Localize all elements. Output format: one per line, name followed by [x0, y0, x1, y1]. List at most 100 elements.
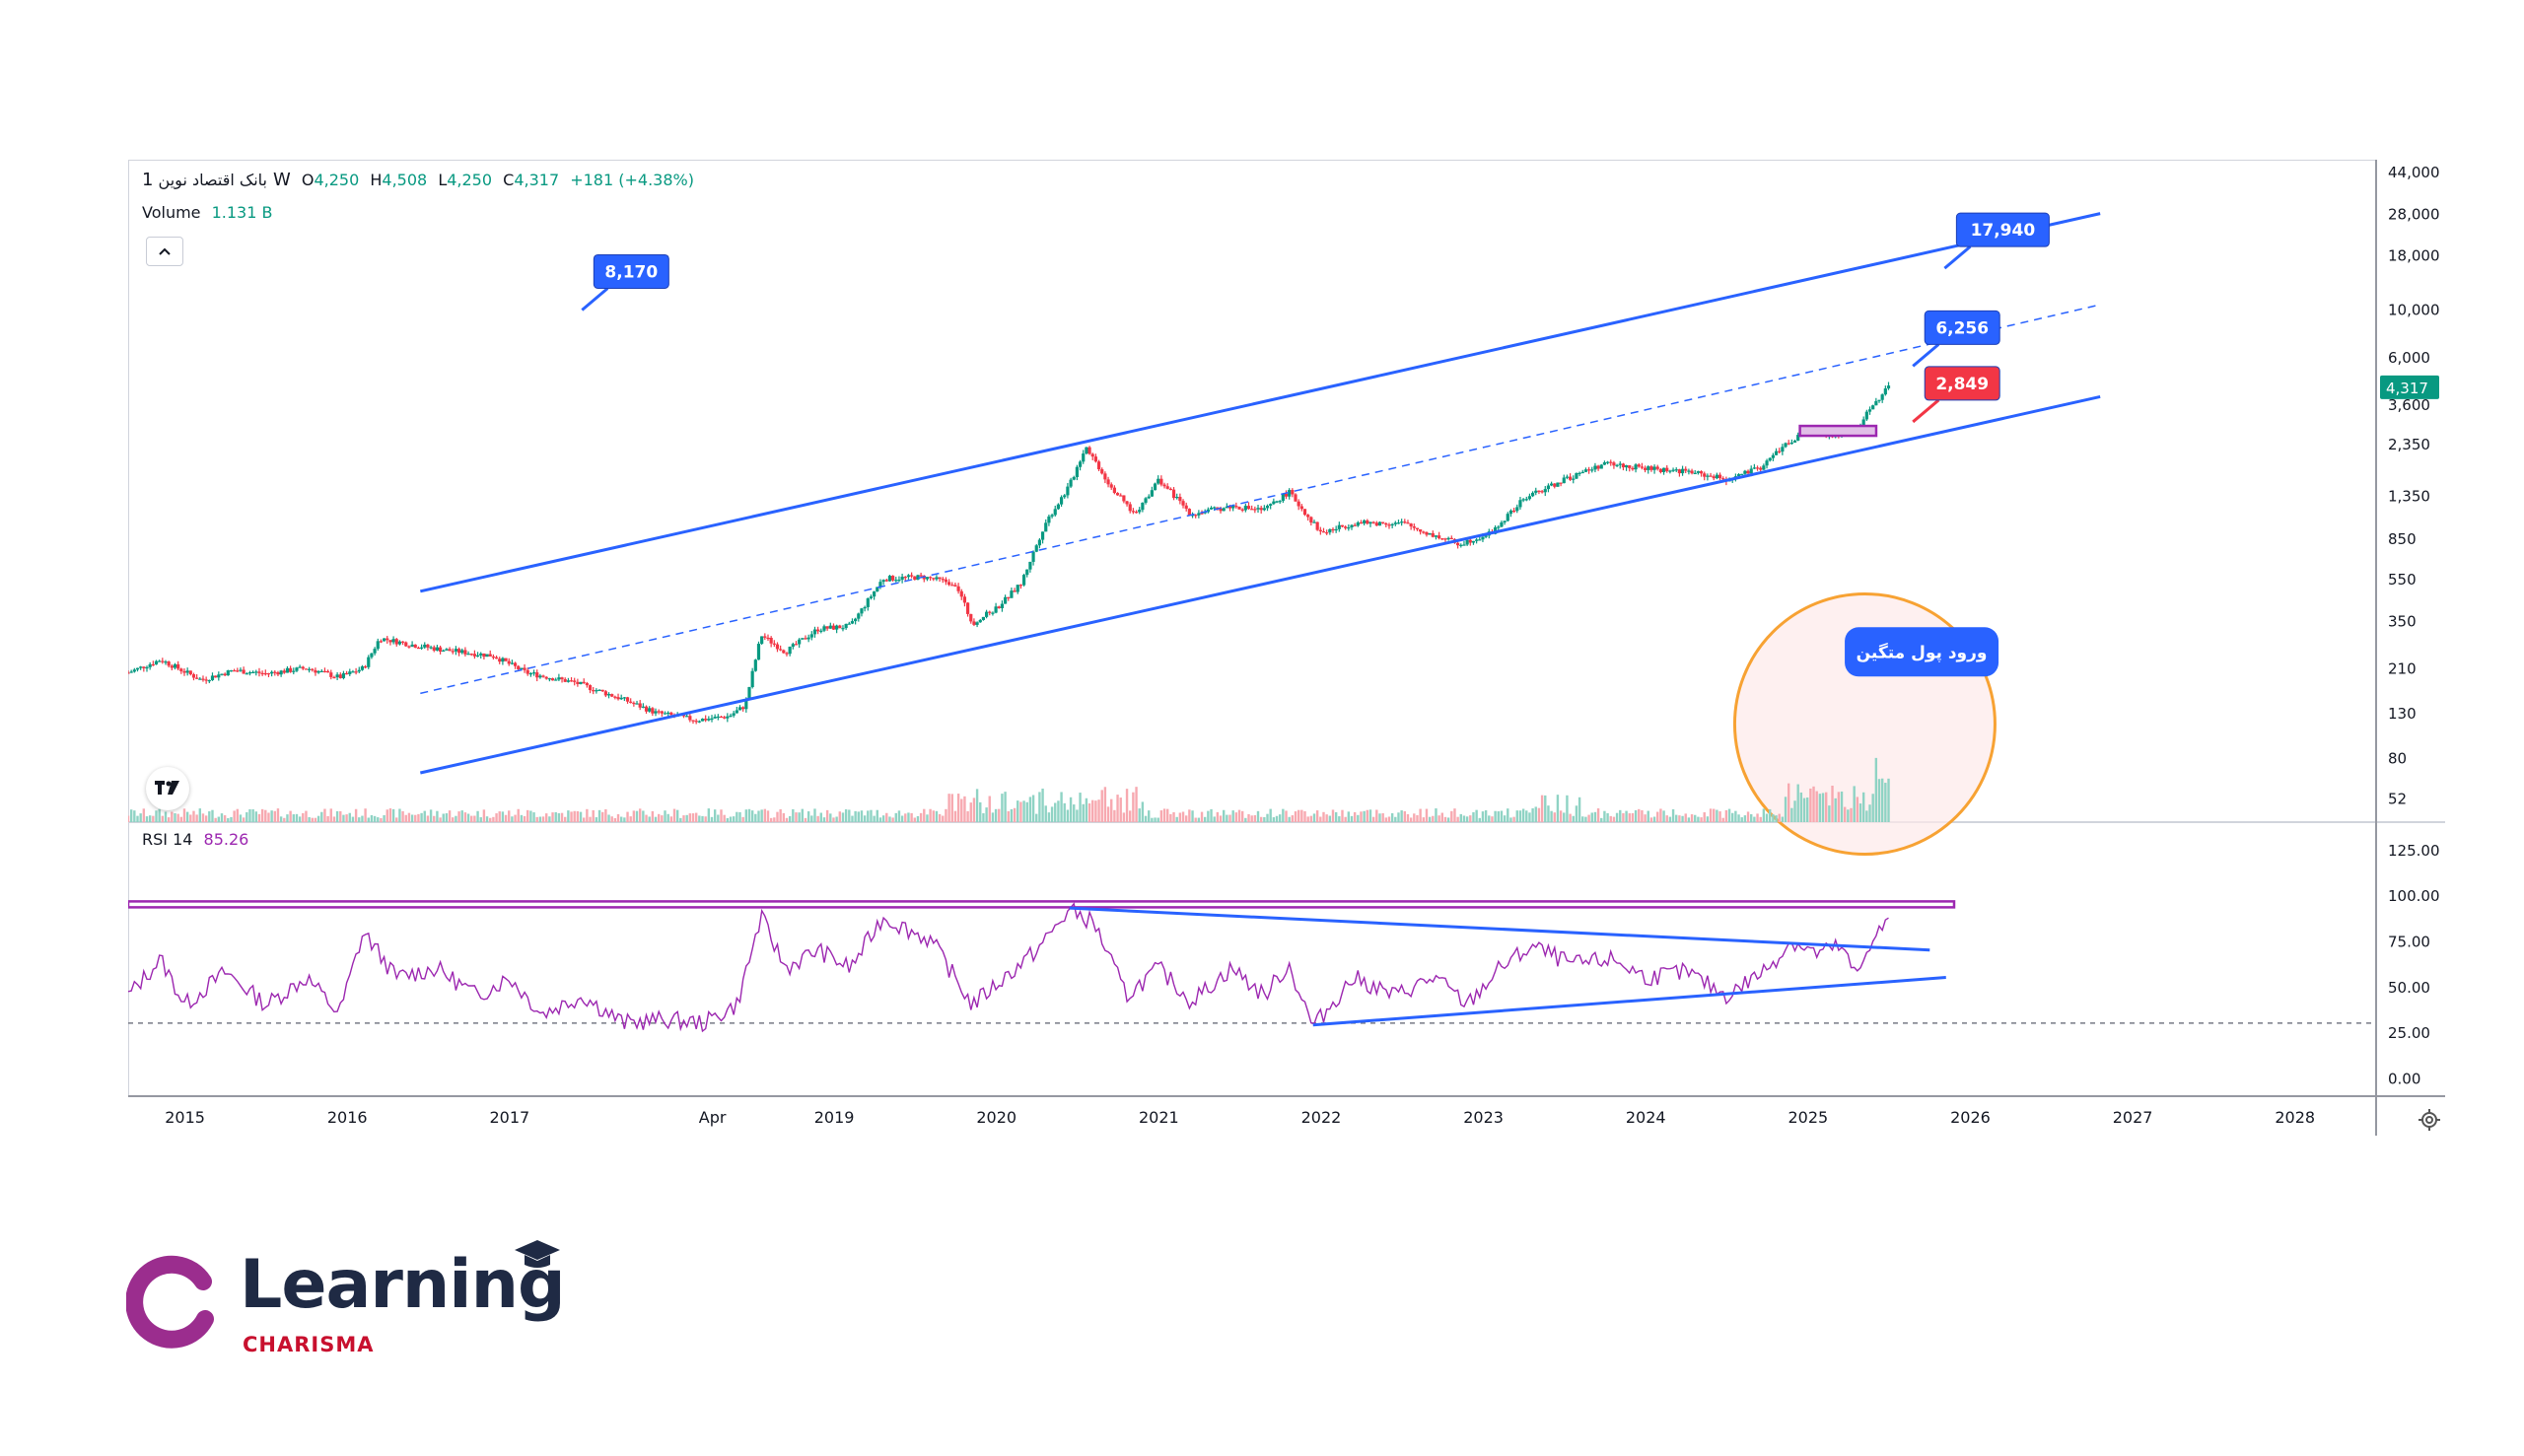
volume-bar: [1631, 812, 1635, 822]
volume-bar: [1256, 810, 1260, 822]
candle-body: [416, 647, 421, 650]
volume-bar: [308, 816, 311, 822]
gear-icon[interactable]: [2418, 1108, 2441, 1132]
volume-bar: [736, 811, 738, 822]
candle-body: [501, 658, 505, 662]
volume-bar: [1809, 788, 1812, 822]
candle-body: [1696, 471, 1700, 473]
price-tick-label: 44,000: [2388, 164, 2440, 181]
volume-bar: [326, 815, 329, 822]
candle-body: [1484, 535, 1488, 537]
volume-bar: [1687, 817, 1691, 822]
volume-bar: [1038, 792, 1041, 822]
tradingview-logo-icon[interactable]: [146, 767, 189, 810]
volume-bar: [657, 813, 661, 822]
volume-bar: [654, 816, 658, 822]
volume-bar: [819, 812, 823, 822]
volume-bar: [685, 814, 688, 822]
volume-bar: [391, 808, 395, 822]
volume-bar: [1550, 810, 1553, 822]
candle-body: [919, 575, 923, 577]
candle-body: [1612, 462, 1616, 466]
volume-bar: [1063, 802, 1066, 822]
volume-bar: [1338, 816, 1341, 822]
candle-body: [610, 694, 614, 697]
candle-body: [791, 644, 795, 648]
candle-body: [314, 669, 317, 673]
volume-bar: [426, 815, 430, 822]
candle-body: [236, 670, 240, 672]
volume-bar: [1060, 792, 1063, 822]
candle-body: [233, 670, 237, 672]
volume-bar: [1125, 789, 1129, 822]
candle-body: [242, 669, 245, 674]
volume-bar: [1850, 807, 1853, 822]
volume-bar: [1628, 813, 1631, 822]
candle-body: [1406, 522, 1410, 524]
volume-bar: [1596, 808, 1600, 822]
candle-body: [1712, 476, 1716, 479]
candle-body: [526, 669, 529, 674]
candle-body: [1066, 486, 1070, 496]
candle-body: [1171, 489, 1176, 499]
candle-body: [873, 590, 876, 597]
candle-body: [991, 612, 995, 614]
volume-bar: [779, 808, 782, 822]
volume-bar: [788, 815, 792, 822]
volume-bar: [463, 812, 467, 822]
volume-bar: [332, 816, 336, 822]
candle-body: [959, 590, 963, 597]
candle-body: [1216, 507, 1220, 509]
time-tick-label: 2025: [1788, 1108, 1828, 1127]
candle-body: [1506, 514, 1509, 521]
candle-body: [1090, 453, 1094, 457]
volume-bar: [1753, 816, 1756, 822]
candle-body: [613, 696, 617, 698]
rsi-lower-trendline: [1312, 976, 1946, 1027]
volume-bar: [682, 815, 685, 822]
candle-body: [1400, 521, 1404, 523]
candle-body: [1213, 507, 1217, 509]
volume-bar: [1035, 813, 1038, 822]
candle-body: [538, 675, 542, 678]
candle-body: [1225, 506, 1228, 509]
collapse-legend-button[interactable]: [146, 237, 183, 266]
volume-bar: [279, 816, 283, 822]
candle-body: [1671, 469, 1675, 471]
candle-body: [388, 640, 392, 643]
candle-body: [1628, 465, 1632, 468]
candle-body: [541, 675, 545, 677]
volume-bar: [1615, 812, 1619, 822]
candle-body: [1141, 502, 1145, 511]
candle-body: [863, 606, 867, 609]
candle-body: [419, 647, 424, 649]
candle-body: [1359, 521, 1364, 524]
candle-body: [1275, 501, 1279, 503]
chart-canvas[interactable]: 44,000 28,000 18,000 10,000 6,000 3,600 2,350 1…: [128, 160, 2445, 1136]
candle-body: [1718, 474, 1722, 479]
candle-body: [292, 670, 296, 672]
volume-bar: [476, 810, 479, 822]
candle-body: [750, 670, 754, 688]
volume-bar: [1647, 810, 1649, 822]
volume-bar: [1638, 808, 1641, 822]
volume-bar: [1135, 787, 1138, 822]
candle-body: [838, 625, 842, 629]
volume-bar: [1303, 810, 1306, 822]
volume-bar: [1507, 808, 1509, 822]
volume-bar: [854, 810, 857, 822]
volume-bar: [429, 809, 433, 822]
volume-bar: [358, 817, 361, 822]
candle-body: [681, 714, 686, 717]
callout-pointer: [581, 287, 609, 312]
volume-bar: [1132, 792, 1135, 822]
volume-bar: [1724, 809, 1728, 822]
candle-body: [1596, 465, 1600, 469]
volume-bar: [704, 816, 707, 822]
candle-body: [694, 721, 698, 723]
candle-body: [182, 670, 186, 673]
candle-body: [592, 690, 596, 692]
candle-body: [463, 650, 467, 655]
volume-bar: [283, 817, 286, 822]
volume-bar: [532, 812, 535, 822]
